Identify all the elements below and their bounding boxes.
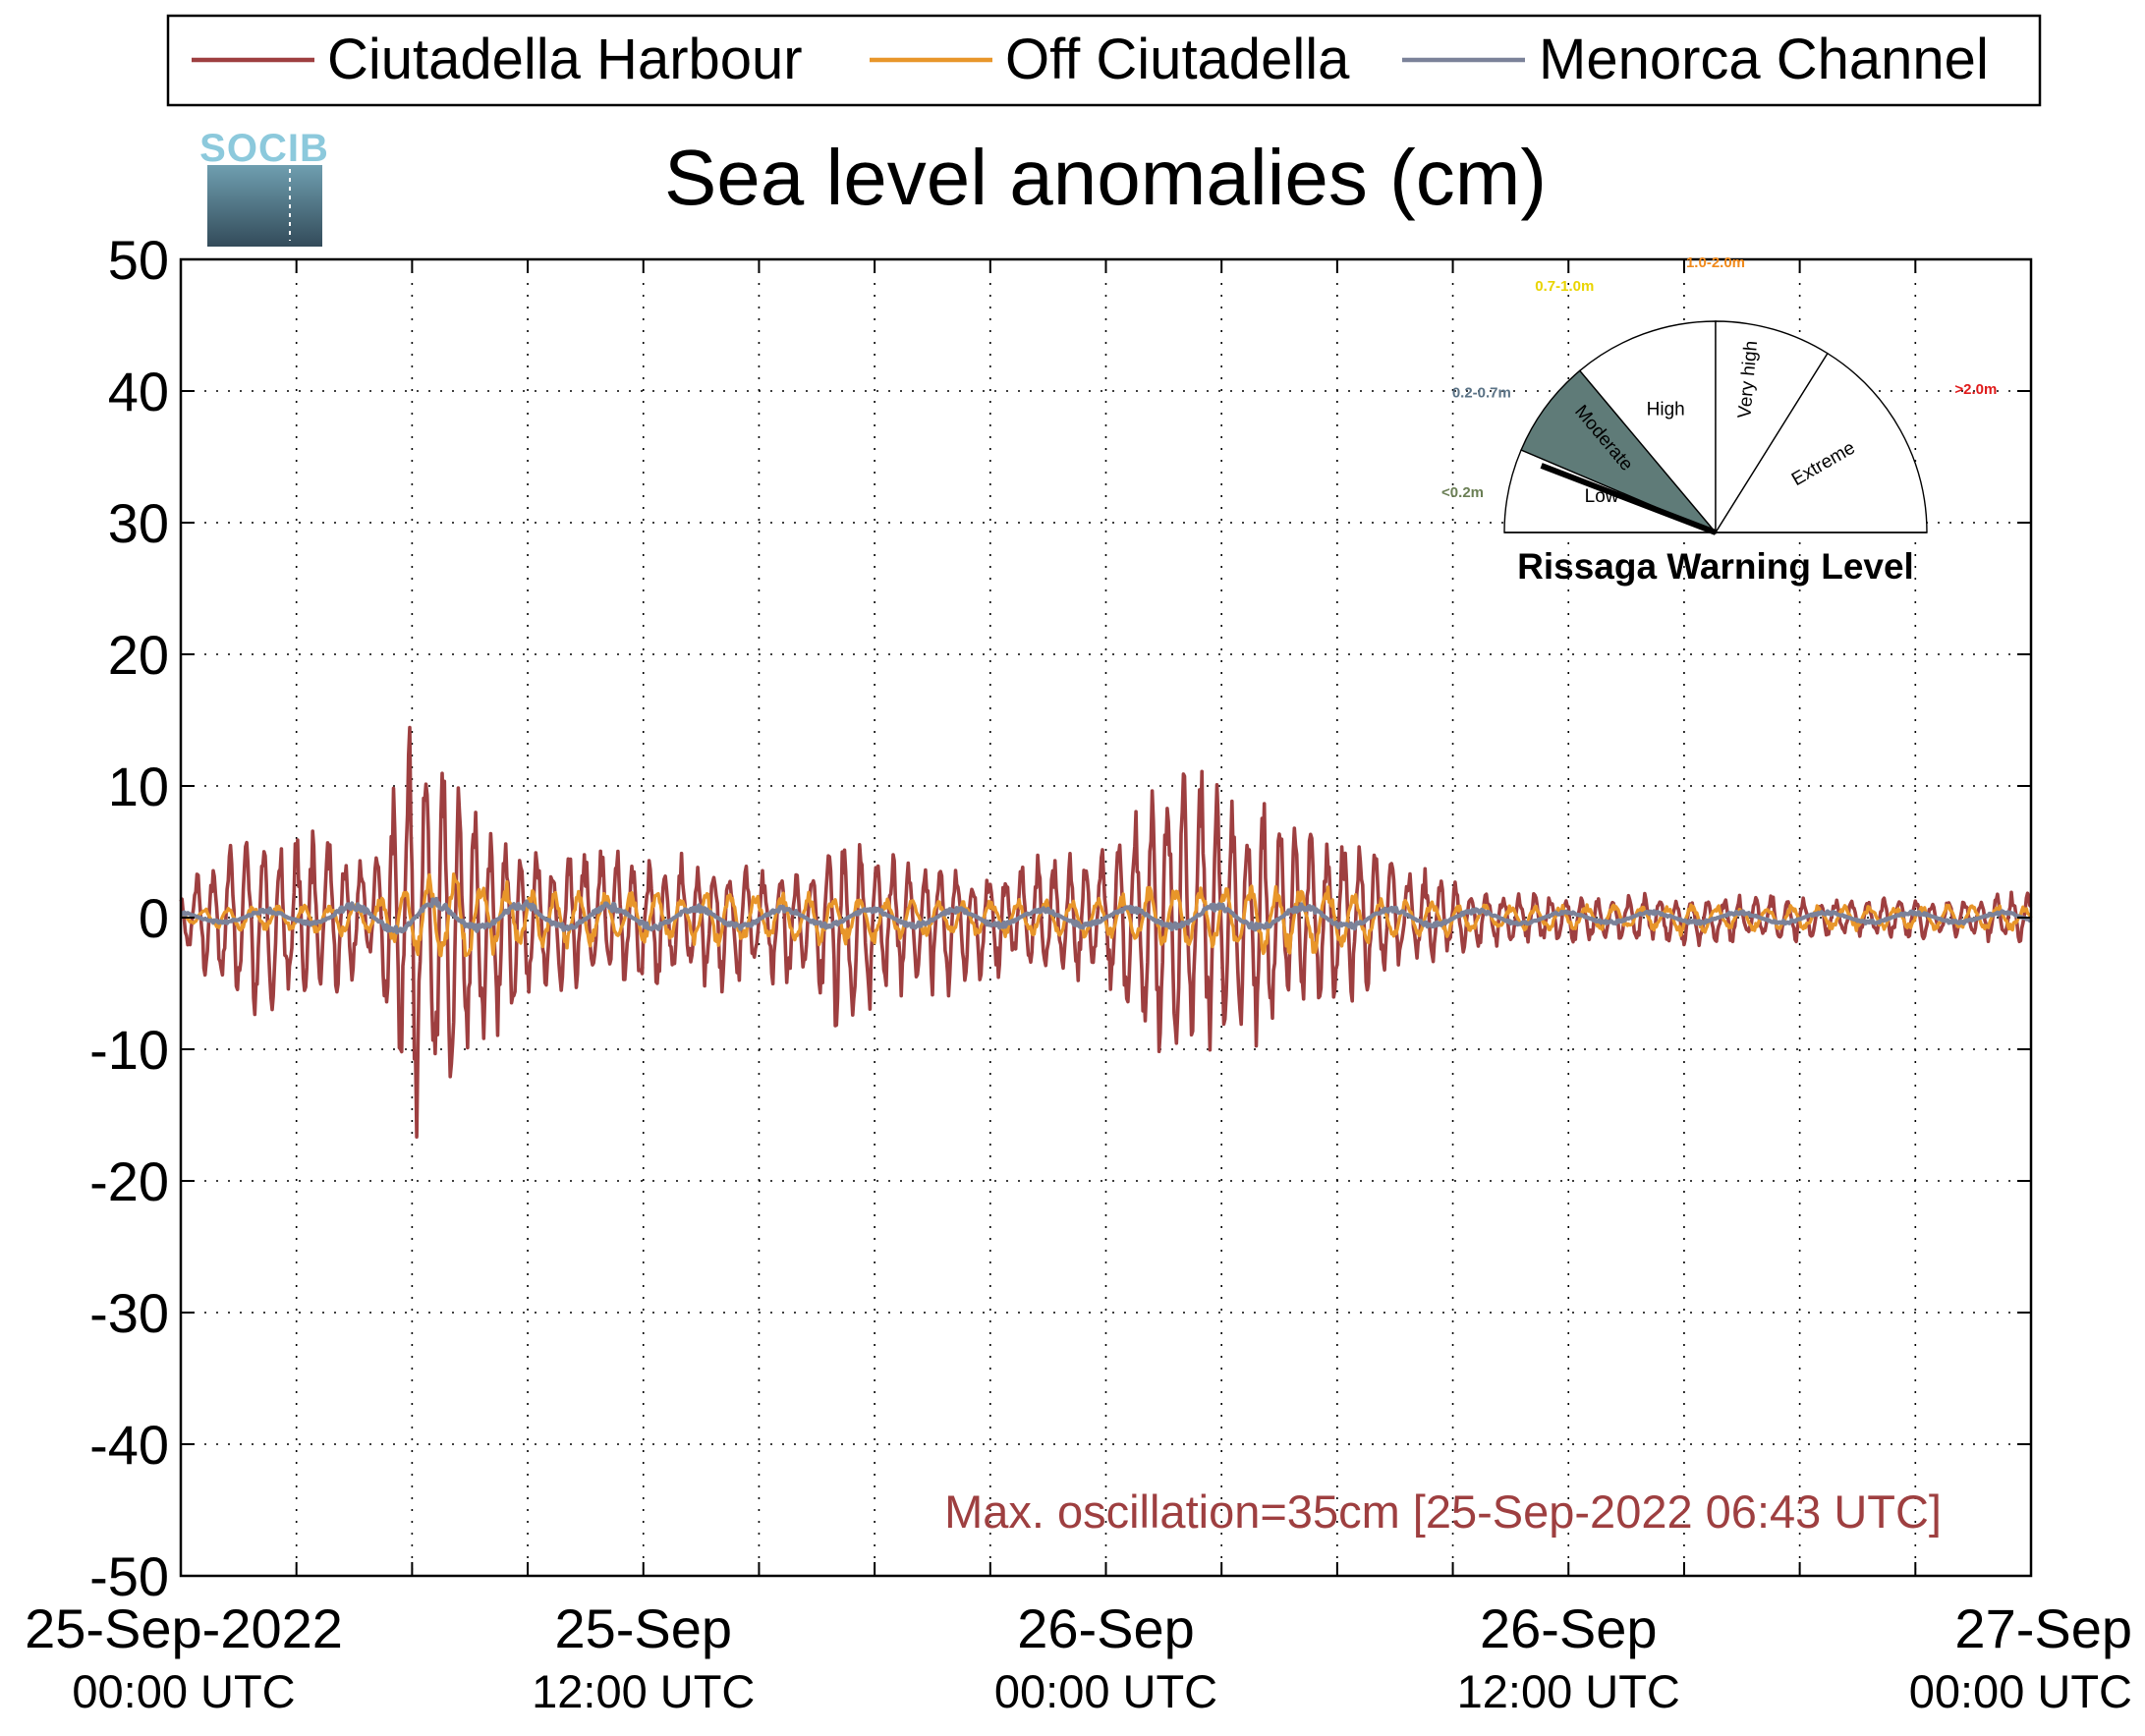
socib-logo-text: SOCIB — [199, 127, 329, 170]
gauge-sector-extreme — [1714, 352, 1928, 533]
gauge-range-label: 0.2-0.7m — [1452, 385, 1511, 402]
series-line-menorca-channel — [180, 896, 2033, 935]
gauge-sector-high — [1578, 320, 1717, 534]
legend-box — [166, 14, 2042, 107]
legend-label-off-ciutadella: Off Ciutadella — [1005, 28, 1350, 91]
gauge-needle — [1540, 463, 1718, 535]
legend-label-menorca-channel: Menorca Channel — [1539, 28, 1989, 91]
plot-series — [179, 725, 2033, 1139]
y-tick-label: -50 — [89, 1545, 169, 1607]
x-tick-label: 25-Sep-2022 — [25, 1597, 343, 1659]
x-tick-label-time: 00:00 UTC — [72, 1665, 295, 1717]
gauge-range-label: >2.0m — [1954, 381, 1997, 398]
y-tick-label: 20 — [108, 624, 169, 686]
y-tick-label: 40 — [108, 361, 169, 422]
x-tick-label-time: 00:00 UTC — [1909, 1665, 2132, 1717]
y-tick-label: 0 — [139, 887, 169, 949]
rissaga-warning-gauge: Low<0.2mModerate0.2-0.7mHigh0.7-1.0mVery… — [1441, 254, 1997, 535]
x-tick-label: 25-Sep — [554, 1597, 732, 1659]
gauge-sector-moderate — [1520, 369, 1717, 533]
y-tick-label: 30 — [108, 492, 169, 554]
max-oscillation-annotation: Max. oscillation=35cm [25-Sep-2022 06:43… — [944, 1485, 1942, 1538]
gauge-range-label: 1.0-2.0m — [1686, 254, 1745, 271]
x-tick-label-time: 12:00 UTC — [532, 1665, 755, 1717]
socib-logo: SOCIB — [199, 127, 329, 247]
gauge-range-label: <0.2m — [1441, 484, 1484, 501]
gauge-range-label: 0.7-1.0m — [1535, 278, 1594, 295]
legend: Ciutadella Harbour Off Ciutadella Menorc… — [166, 14, 2042, 107]
gauge-sector-very-high — [1715, 320, 1829, 535]
x-tick-label: 27-Sep — [1954, 1597, 2132, 1659]
gauge-sector-label: High — [1647, 399, 1685, 420]
legend-label-ciutadella-harbour: Ciutadella Harbour — [327, 28, 803, 91]
grid — [181, 259, 2031, 1576]
socib-logo-block — [207, 165, 322, 247]
gauge-title: Rissaga Warning Level — [1517, 546, 1914, 587]
x-tick-label-time: 12:00 UTC — [1457, 1665, 1680, 1717]
x-tick-label: 26-Sep — [1480, 1597, 1658, 1659]
chart-title: Sea level anomalies (cm) — [664, 134, 1547, 221]
x-tick-label-time: 00:00 UTC — [994, 1665, 1217, 1717]
y-tick-label: -30 — [89, 1282, 169, 1344]
y-tick-label: -10 — [89, 1019, 169, 1081]
y-tick-label: -20 — [89, 1150, 169, 1212]
y-tick-label: 50 — [108, 229, 169, 291]
series-line-ciutadella-harbour — [179, 725, 2033, 1139]
y-tick-label: -40 — [89, 1414, 169, 1476]
x-tick-label: 26-Sep — [1017, 1597, 1195, 1659]
y-tick-label: 10 — [108, 756, 169, 817]
